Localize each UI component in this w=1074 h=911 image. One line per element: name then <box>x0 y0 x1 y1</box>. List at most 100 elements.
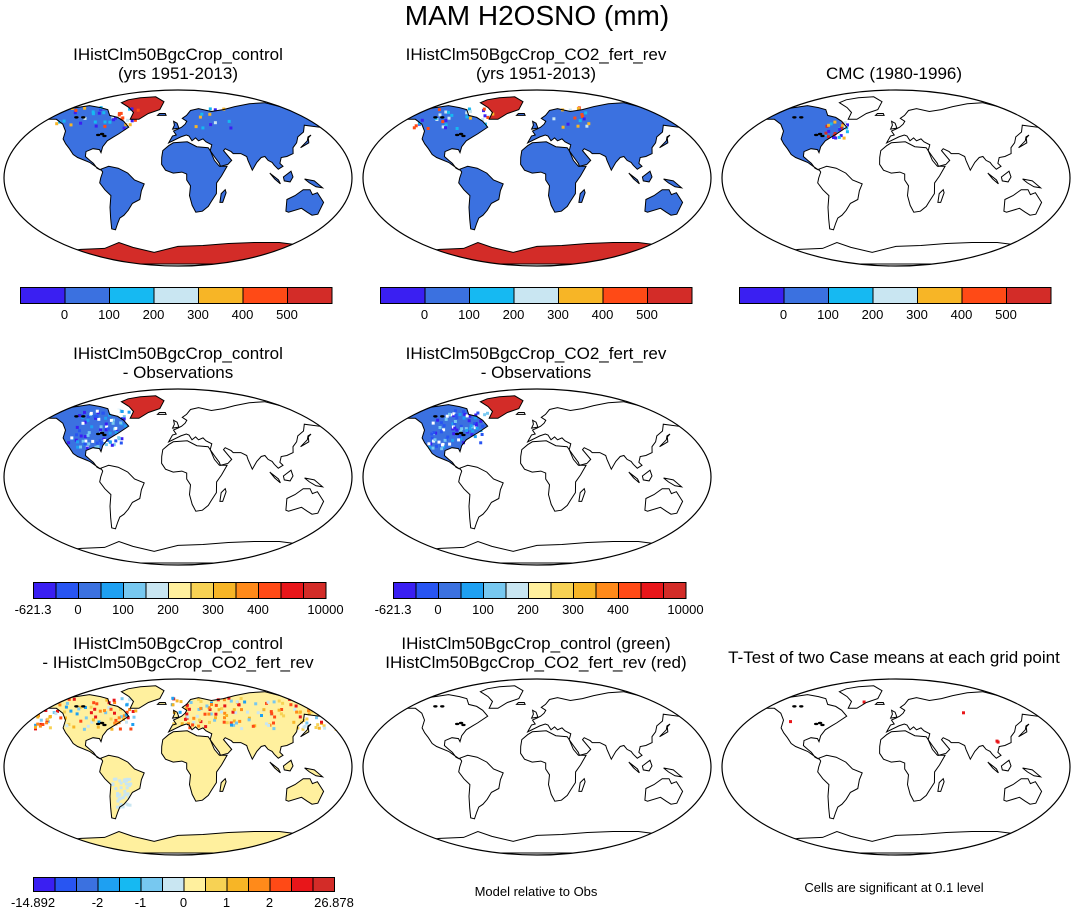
grid-cell <box>72 697 76 701</box>
colorbar-tick-label: 100 <box>817 307 839 322</box>
grid-cell <box>46 717 50 721</box>
land-fill-greenland <box>480 395 523 419</box>
grid-cell <box>112 777 116 781</box>
land-fill-newguinea <box>304 768 323 777</box>
grid-cell <box>479 419 483 423</box>
grid-cell <box>108 431 112 435</box>
land-fill-australia <box>285 778 324 805</box>
coastline-sumatra <box>628 761 640 774</box>
grid-cell <box>123 778 127 782</box>
colorbar-swatch <box>183 877 206 892</box>
lake <box>99 132 105 136</box>
coastline-iceland <box>156 412 167 415</box>
lake <box>433 415 438 418</box>
coastline-namerica <box>394 404 489 470</box>
land-fill-borneo <box>642 171 652 182</box>
grid-cell <box>103 124 107 128</box>
grid-cell <box>105 424 109 428</box>
colorbar-swatch <box>20 287 66 304</box>
grid-cell <box>78 705 82 709</box>
grid-cell <box>90 425 94 429</box>
colorbar-panel-4: -621.3 0 100 200 300 400 10000 <box>15 582 344 617</box>
grid-cell <box>272 727 276 731</box>
grid-cell <box>84 439 88 443</box>
grid-cell <box>129 782 133 786</box>
colorbar-swatch <box>205 877 228 892</box>
grid-cell <box>467 107 471 111</box>
coastline-australia <box>644 189 684 216</box>
grid-cell <box>94 445 98 449</box>
grid-cell <box>842 136 846 140</box>
grid-cell <box>280 708 284 711</box>
coastline-uk <box>889 709 898 719</box>
grid-cell <box>94 715 98 719</box>
grid-cell <box>64 705 68 709</box>
footnote-significance: Cells are significant at 0.1 level <box>804 880 984 895</box>
grid-cell <box>431 421 435 425</box>
grid-cell <box>272 721 275 725</box>
grid-cell <box>122 126 126 130</box>
colorbar-tick-label: 400 <box>247 602 269 617</box>
grid-cell <box>54 712 58 716</box>
colorbar-swatch <box>415 582 439 599</box>
grid-cell <box>426 127 430 130</box>
grid-cell <box>44 709 48 712</box>
colorbar-panel-6: -14.892 -2 -1 0 1 2 26.878 <box>11 877 354 910</box>
grid-cell <box>473 416 477 420</box>
grid-cell <box>439 430 443 434</box>
coastline-samerica <box>458 754 504 820</box>
grid-cell <box>207 712 211 716</box>
grid-cell <box>277 708 281 712</box>
grid-cell <box>127 410 131 414</box>
grid-cell <box>115 805 119 809</box>
panel-5-title-line1: IHistClm50BgcCrop_CO2_fert_rev <box>405 344 667 363</box>
grid-cell <box>453 420 457 423</box>
grid-cell <box>442 424 446 428</box>
grid-cell <box>69 123 73 127</box>
colorbar-swatch <box>380 287 426 304</box>
coastline-uk <box>171 419 180 429</box>
coastline-madagascar <box>219 188 227 203</box>
grid-cell <box>474 413 478 417</box>
coastline-samerica <box>458 464 504 530</box>
grid-cell <box>45 721 49 725</box>
grid-cell <box>118 779 122 783</box>
coastline-borneo <box>1000 759 1012 772</box>
grid-cell <box>103 439 107 442</box>
grid-cell <box>122 417 126 421</box>
map-background <box>722 678 1070 856</box>
grid-cell <box>192 721 196 724</box>
map-layer <box>389 395 704 564</box>
panel-4-title-line2: - Observations <box>122 363 234 382</box>
colorbar-swatch <box>647 287 693 304</box>
coastline-eurasia <box>167 401 332 471</box>
land-fill-madagascar <box>219 189 227 203</box>
grid-cell <box>116 794 120 798</box>
colorbar-tick-label: 200 <box>503 307 525 322</box>
grid-cell <box>580 113 584 117</box>
grid-cell <box>64 716 67 720</box>
grid-cell <box>832 136 835 139</box>
grid-cell <box>96 445 100 449</box>
grid-cell <box>209 123 213 127</box>
colorbar-swatch <box>528 582 552 599</box>
panel-4-title-line1: IHistClm50BgcCrop_control <box>73 344 283 363</box>
grid-cell <box>111 421 115 425</box>
grid-cell <box>131 723 135 726</box>
coastline-sumatra <box>269 172 281 185</box>
grid-cell <box>266 700 270 704</box>
grid-cell <box>208 720 211 724</box>
colorbar-swatch <box>123 582 147 599</box>
colorbar-swatch <box>235 582 259 599</box>
map-border <box>362 89 712 267</box>
grid-cell <box>67 697 71 701</box>
grid-cell <box>98 709 102 713</box>
grid-cell <box>128 803 132 807</box>
grid-cell <box>125 710 129 714</box>
coastline-madagascar <box>937 188 945 203</box>
land-fill-africa <box>161 141 228 213</box>
grid-cell <box>104 428 108 432</box>
grid-cell <box>239 697 243 700</box>
coastline-borneo <box>282 170 294 183</box>
grid-cell <box>246 710 249 714</box>
